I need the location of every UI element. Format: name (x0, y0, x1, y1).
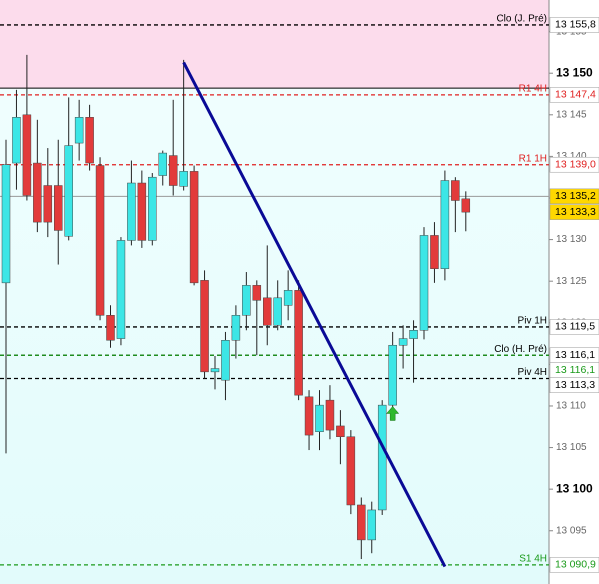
level-name: Piv 1H (518, 316, 547, 327)
level-box (549, 17, 599, 33)
y-tick-label: 13 105 (556, 442, 587, 453)
level-value-label: 13 133,3 (555, 206, 596, 218)
candle-body (148, 176, 157, 241)
candle-body (336, 425, 345, 438)
candle-body (116, 240, 126, 339)
candle-body (294, 290, 303, 396)
plot-background (0, 0, 549, 584)
level-box (549, 156, 599, 173)
level-box (549, 557, 599, 573)
candle-body (377, 404, 387, 511)
y-tick-label: 13 125 (556, 276, 587, 287)
level-value-label: 13 113,3 (555, 379, 595, 391)
candle-body (1, 164, 11, 284)
candle-body (189, 171, 199, 284)
candle-body (304, 396, 314, 436)
level-name: Clo (H. Pré) (494, 344, 547, 355)
y-tick-label: 13 130 (556, 234, 587, 245)
candle-body (33, 162, 42, 223)
candle-body (43, 185, 53, 223)
level-box (549, 377, 599, 393)
level-value-label: 13 135,2 (555, 190, 596, 202)
candle-body (168, 155, 178, 186)
trendline (182, 61, 447, 568)
resistance-zone (0, 0, 549, 89)
candle-body (64, 145, 73, 237)
level-name: Piv 4H (518, 367, 547, 378)
level-box (549, 188, 599, 205)
y-tick-label: 13 100 (556, 481, 593, 495)
level-value-label: 13 116,1 (555, 364, 595, 376)
y-tick-label: 13 095 (556, 525, 587, 536)
candle-body (85, 117, 94, 164)
candle-body (127, 182, 136, 241)
candle-body (461, 198, 471, 213)
candle-body (409, 330, 418, 339)
level-value-label: 13 119,5 (555, 321, 595, 333)
level-box (549, 319, 599, 335)
candle-body (346, 436, 356, 506)
level-box (549, 204, 599, 220)
candle-body (325, 399, 335, 431)
level-value-label: 13 155,8 (555, 19, 596, 31)
level-value-label: 13 116,1 (555, 349, 595, 361)
candle-body (74, 117, 84, 144)
candle-body (210, 368, 220, 373)
candle-body (252, 285, 262, 301)
level-box (549, 87, 599, 103)
level-name: R1 1H (519, 153, 547, 164)
candle-body (388, 344, 397, 406)
y-tick-label: 13 150 (556, 65, 593, 79)
candle-body (231, 315, 241, 341)
candle-body (315, 404, 324, 433)
candle-body (283, 290, 293, 306)
candle-body (106, 315, 115, 341)
candle-body (273, 297, 282, 326)
candle-body (263, 297, 272, 326)
candle-body (440, 180, 450, 269)
y-tick-label: 13 140 (556, 151, 587, 162)
candle-body (54, 185, 63, 231)
level-name: S1 4H (519, 554, 547, 565)
candle-body (357, 504, 366, 541)
candle-body (430, 235, 439, 269)
candle-body (22, 114, 32, 196)
candle-body (200, 280, 209, 373)
signal-arrow (386, 406, 400, 421)
candle-body (242, 285, 251, 316)
candle-body (137, 182, 147, 241)
candle-body (451, 180, 460, 201)
y-tick-label: 13 110 (556, 401, 586, 412)
candle-body (12, 117, 21, 164)
candle-body (95, 165, 105, 316)
candle-body (221, 340, 230, 381)
candle-body (398, 338, 408, 346)
candle-body (419, 235, 429, 331)
y-tick-label: 13 145 (556, 109, 587, 120)
candle-body (179, 171, 188, 187)
level-value-label: 13 090,9 (555, 559, 596, 571)
level-name: Clo (J. Pré) (496, 14, 547, 25)
level-name: R1 4H (519, 83, 547, 94)
level-value-label: 13 139,0 (555, 158, 596, 170)
candle-body (367, 509, 376, 541)
level-value-label: 13 147,4 (555, 89, 596, 101)
candle-body (158, 152, 167, 176)
